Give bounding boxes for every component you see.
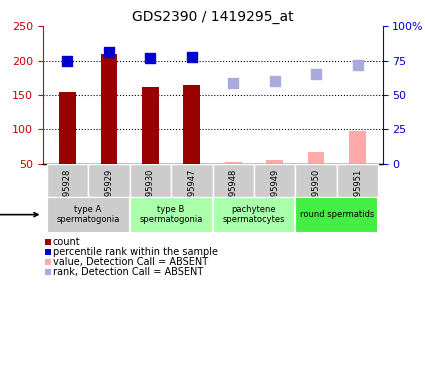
Point xyxy=(354,62,361,68)
Point xyxy=(64,58,71,64)
FancyBboxPatch shape xyxy=(295,197,378,232)
FancyBboxPatch shape xyxy=(295,164,337,197)
Point xyxy=(105,50,112,55)
Text: GSM95951: GSM95951 xyxy=(353,169,362,214)
Text: GSM95929: GSM95929 xyxy=(105,169,113,214)
Text: GSM95950: GSM95950 xyxy=(312,169,320,214)
Bar xyxy=(184,85,200,164)
Text: GSM95928: GSM95928 xyxy=(63,169,72,214)
Text: GSM95949: GSM95949 xyxy=(270,169,279,214)
Bar xyxy=(45,268,51,275)
Bar xyxy=(266,160,283,164)
Point xyxy=(147,55,154,61)
Title: GDS2390 / 1419295_at: GDS2390 / 1419295_at xyxy=(132,10,293,24)
Text: percentile rank within the sample: percentile rank within the sample xyxy=(53,247,218,257)
Text: type A
spermatogonia: type A spermatogonia xyxy=(57,205,120,224)
FancyBboxPatch shape xyxy=(171,164,212,197)
Text: round spermatids: round spermatids xyxy=(300,210,374,219)
Bar xyxy=(59,92,76,164)
Bar xyxy=(45,249,51,255)
FancyBboxPatch shape xyxy=(88,164,130,197)
Bar xyxy=(45,238,51,245)
Bar xyxy=(349,132,366,164)
Bar xyxy=(101,54,117,164)
FancyBboxPatch shape xyxy=(47,197,130,232)
Text: rank, Detection Call = ABSENT: rank, Detection Call = ABSENT xyxy=(53,267,203,277)
Text: pachytene
spermatocytes: pachytene spermatocytes xyxy=(223,205,285,224)
Bar xyxy=(142,87,159,164)
FancyBboxPatch shape xyxy=(47,164,88,197)
Point xyxy=(230,80,237,86)
FancyBboxPatch shape xyxy=(212,164,254,197)
FancyBboxPatch shape xyxy=(337,164,378,197)
Text: type B
spermatogonia: type B spermatogonia xyxy=(139,205,203,224)
FancyBboxPatch shape xyxy=(130,164,171,197)
Point xyxy=(271,78,278,84)
Text: GSM95930: GSM95930 xyxy=(146,169,155,214)
Point xyxy=(313,70,320,77)
Text: GSM95948: GSM95948 xyxy=(229,169,238,214)
Bar xyxy=(308,152,324,164)
Bar xyxy=(225,162,241,164)
Bar xyxy=(45,259,51,265)
Text: value, Detection Call = ABSENT: value, Detection Call = ABSENT xyxy=(53,257,208,267)
Point xyxy=(188,54,195,60)
Text: count: count xyxy=(53,237,80,247)
Text: cell type: cell type xyxy=(0,210,38,220)
FancyBboxPatch shape xyxy=(254,164,295,197)
FancyBboxPatch shape xyxy=(130,197,212,232)
FancyBboxPatch shape xyxy=(212,197,295,232)
Text: GSM95947: GSM95947 xyxy=(187,169,196,214)
